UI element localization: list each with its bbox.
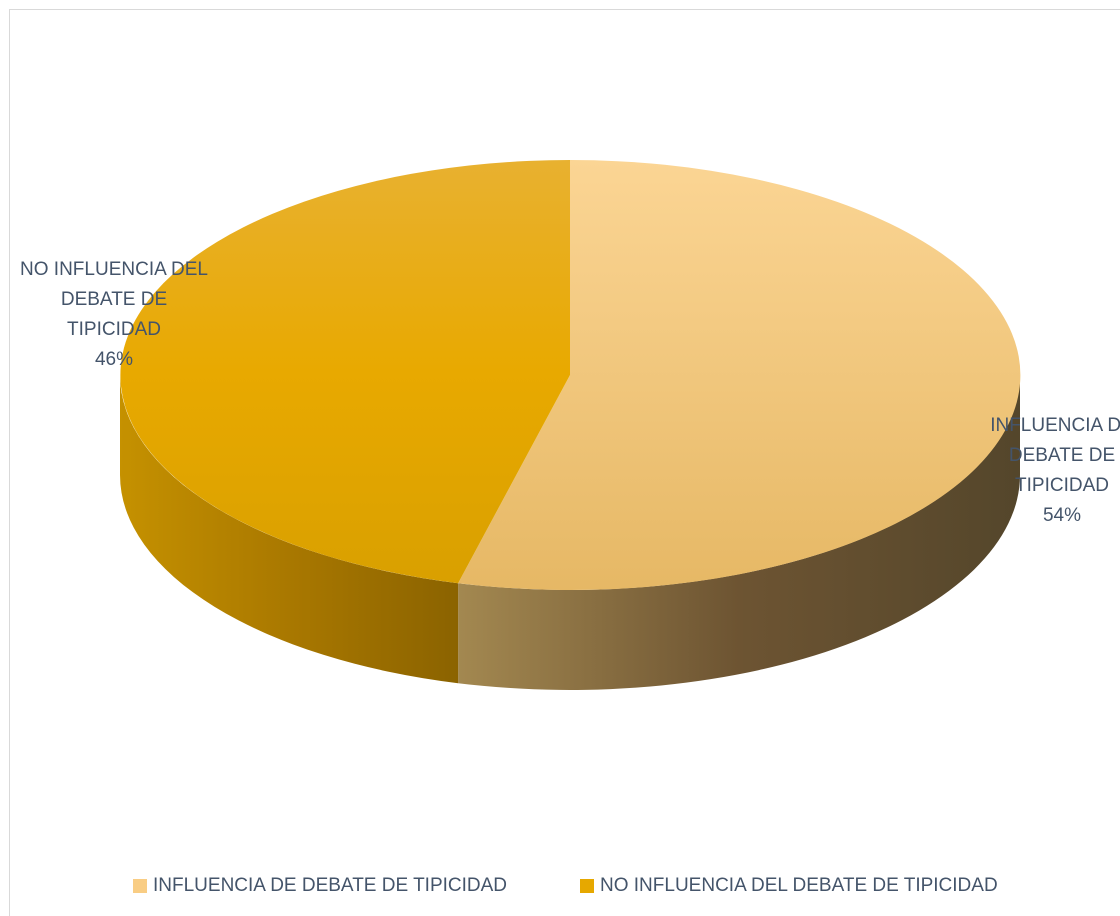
data-label-influencia: INFLUENCIA DE DEBATE DE TIPICIDAD 54%: [952, 411, 1120, 531]
pie-slice-1: [120, 160, 570, 584]
pie-slice-0: [458, 159, 1021, 590]
data-label-line: DEBATE DE: [60, 289, 168, 310]
data-label-no-influencia: NO INFLUENCIA DEL DEBATE DE TIPICIDAD 46…: [4, 255, 224, 375]
data-label-line: INFLUENCIA DE: [990, 415, 1120, 436]
data-label-percent: 54%: [1042, 505, 1082, 526]
data-label-line: NO INFLUENCIA DEL: [20, 259, 208, 280]
legend-item-no-influencia: NO INFLUENCIA DEL DEBATE DE TIPICIDAD: [580, 872, 998, 900]
legend-label: NO INFLUENCIA DEL DEBATE DE TIPICIDAD: [600, 875, 998, 896]
legend-label: INFLUENCIA DE DEBATE DE TIPICIDAD: [153, 875, 508, 896]
pie-side-1: [120, 375, 459, 684]
pie-side-0: [458, 375, 1021, 690]
data-label-line: TIPICIDAD: [67, 319, 161, 340]
chart-area: [9, 9, 1120, 916]
legend-swatch-icon: [580, 879, 594, 893]
data-label-line: DEBATE DE: [1008, 445, 1116, 466]
legend-swatch-icon: [133, 879, 147, 893]
legend-item-influencia: INFLUENCIA DE DEBATE DE TIPICIDAD: [133, 872, 507, 900]
data-label-percent: 46%: [94, 349, 134, 370]
data-label-line: TIPICIDAD: [1015, 475, 1109, 496]
